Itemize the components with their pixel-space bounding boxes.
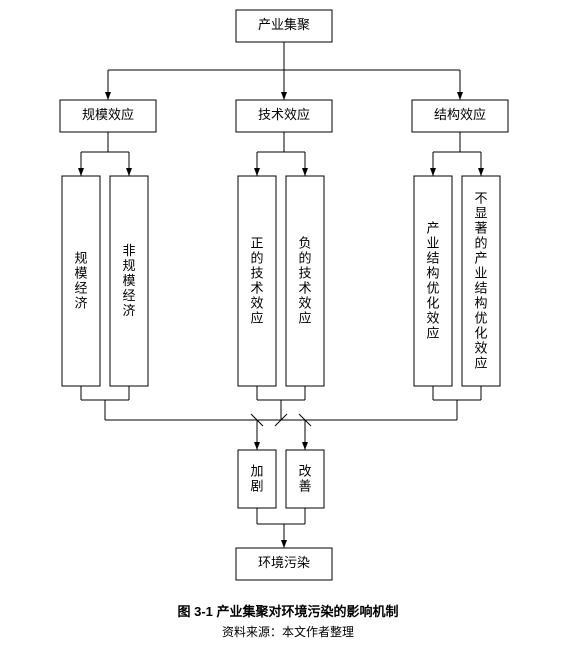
svg-text:显: 显 — [474, 205, 487, 220]
svg-text:效: 效 — [474, 340, 487, 355]
svg-text:规: 规 — [74, 250, 87, 265]
svg-text:产: 产 — [474, 250, 487, 265]
svg-text:不: 不 — [474, 190, 487, 205]
svg-text:规: 规 — [122, 258, 135, 273]
svg-text:济: 济 — [74, 295, 87, 310]
svg-text:产业集聚: 产业集聚 — [258, 17, 310, 32]
svg-text:效: 效 — [298, 295, 311, 310]
svg-text:应: 应 — [474, 355, 487, 370]
svg-text:环境污染: 环境污染 — [258, 555, 310, 570]
svg-text:化: 化 — [474, 325, 487, 340]
svg-text:加: 加 — [250, 463, 263, 478]
svg-text:的: 的 — [474, 235, 487, 250]
svg-text:优: 优 — [426, 280, 439, 295]
svg-text:模: 模 — [74, 265, 87, 280]
svg-text:经: 经 — [74, 280, 87, 295]
svg-text:术: 术 — [298, 280, 311, 295]
svg-text:非: 非 — [122, 243, 135, 258]
svg-text:术: 术 — [250, 280, 263, 295]
svg-text:效: 效 — [250, 295, 263, 310]
svg-text:结构效应: 结构效应 — [434, 107, 486, 122]
figure-source: 资料来源：本文作者整理 — [0, 623, 576, 640]
svg-text:负: 负 — [298, 235, 311, 250]
svg-text:技: 技 — [298, 265, 311, 280]
svg-text:构: 构 — [474, 295, 487, 310]
svg-text:规模效应: 规模效应 — [82, 107, 134, 122]
svg-text:应: 应 — [298, 310, 311, 325]
svg-text:改: 改 — [298, 463, 311, 478]
svg-text:结: 结 — [474, 280, 487, 295]
svg-text:著: 著 — [474, 220, 487, 235]
svg-text:剧: 剧 — [250, 478, 263, 493]
svg-text:经: 经 — [122, 288, 135, 303]
svg-text:结: 结 — [426, 250, 439, 265]
svg-text:构: 构 — [426, 265, 439, 280]
svg-text:应: 应 — [250, 310, 263, 325]
svg-text:产: 产 — [426, 220, 439, 235]
svg-text:济: 济 — [122, 303, 135, 318]
svg-text:业: 业 — [426, 235, 439, 250]
svg-text:业: 业 — [474, 265, 487, 280]
svg-text:善: 善 — [298, 478, 311, 493]
flowchart: 产业集聚规模效应技术效应结构效应规模经济非规模经济正的技术效应负的技术效应产业结… — [0, 0, 576, 590]
svg-text:的: 的 — [298, 250, 311, 265]
svg-text:模: 模 — [122, 273, 135, 288]
svg-text:的: 的 — [250, 250, 263, 265]
figure-caption: 图 3-1 产业集聚对环境污染的影响机制 — [0, 602, 576, 623]
svg-text:效: 效 — [426, 310, 439, 325]
svg-text:应: 应 — [426, 325, 439, 340]
svg-text:技: 技 — [250, 265, 263, 280]
svg-text:优: 优 — [474, 310, 487, 325]
svg-text:技术效应: 技术效应 — [258, 107, 310, 122]
svg-text:正: 正 — [250, 235, 263, 250]
svg-text:化: 化 — [426, 295, 439, 310]
